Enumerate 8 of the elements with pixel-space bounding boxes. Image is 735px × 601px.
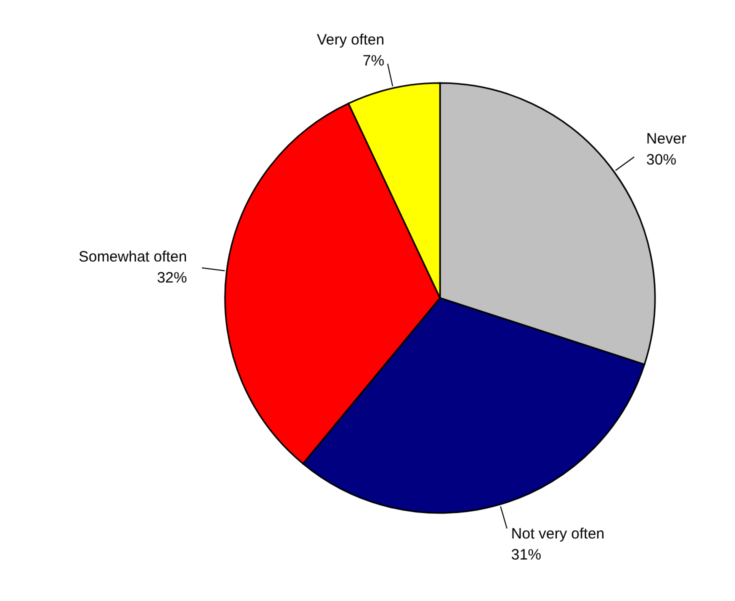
data-label: 7% (362, 52, 384, 70)
slice-label: Somewhat often (78, 248, 188, 266)
data-label: 31% (511, 546, 542, 564)
slice-label: Never (646, 130, 686, 148)
data-label: 30% (646, 152, 676, 169)
slice-label: Very often (316, 32, 384, 49)
data-label: 32% (156, 270, 188, 287)
slice-label: Not very often (511, 525, 605, 542)
